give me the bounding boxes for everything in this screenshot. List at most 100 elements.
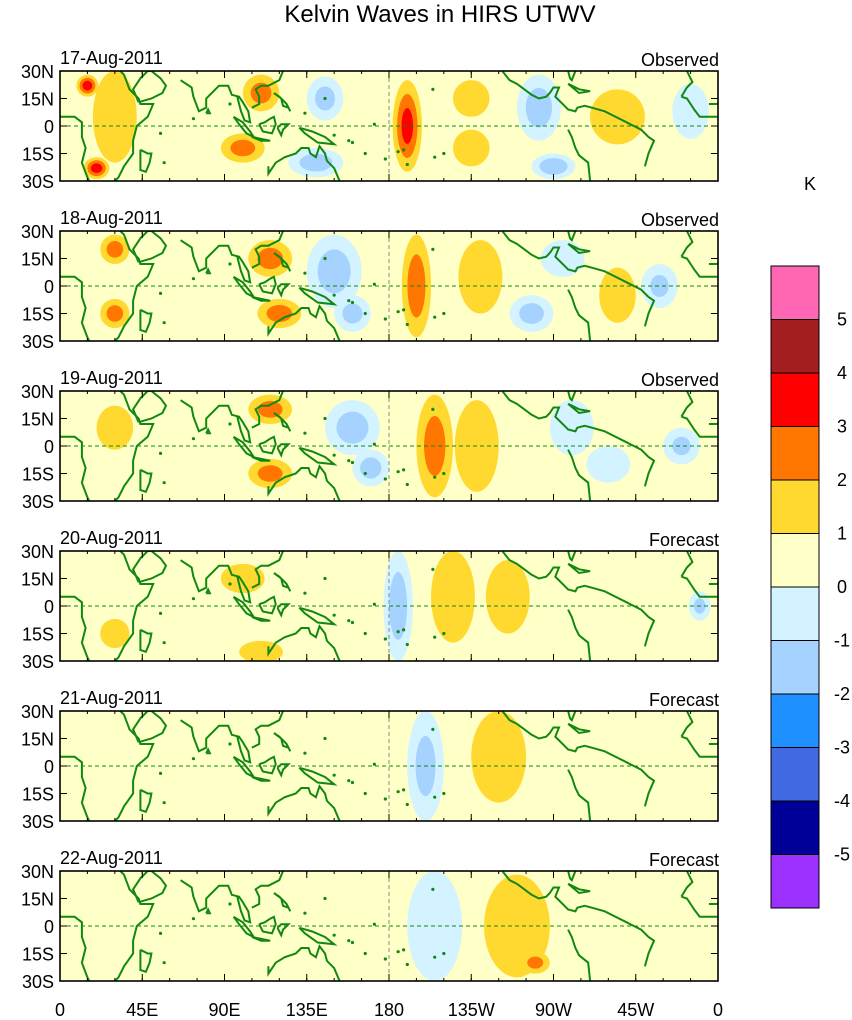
island [162, 801, 166, 805]
anomaly-contour [452, 80, 490, 117]
coastline [298, 606, 338, 626]
coastlines [60, 391, 718, 501]
coastlines [60, 871, 718, 981]
anomaly-contour [360, 457, 382, 479]
island [402, 788, 406, 792]
coastline [267, 304, 341, 341]
anomaly-contour [549, 400, 594, 456]
coastline [681, 575, 718, 598]
coastline [567, 551, 577, 563]
colorbar-swatch [770, 426, 820, 481]
island [431, 247, 435, 251]
island [350, 140, 355, 145]
lat-tick-label: 30N [21, 62, 54, 82]
coastline [681, 895, 718, 918]
coastline [298, 286, 338, 306]
colorbar-label: -3 [834, 738, 850, 758]
coastline [567, 242, 591, 255]
island [191, 597, 196, 601]
coastline [681, 735, 718, 758]
coastline [205, 747, 212, 755]
anomaly-contour [230, 139, 256, 157]
coastline [276, 923, 291, 938]
coastline [567, 722, 591, 735]
coastline [251, 71, 284, 109]
island [405, 802, 409, 807]
island [372, 762, 376, 766]
colorbar-swatch [770, 319, 820, 374]
lat-tick-label: 30N [21, 382, 54, 402]
colorbar-label: -1 [834, 631, 850, 651]
coastline [567, 129, 592, 181]
island [405, 962, 409, 967]
coastline [205, 267, 212, 275]
panel-date: 22-Aug-2011 [60, 848, 163, 868]
island [363, 791, 367, 796]
coastline [567, 82, 591, 95]
colorbar-label: 2 [837, 470, 847, 490]
island [372, 922, 376, 926]
anomaly-contour [106, 305, 124, 322]
island [396, 150, 400, 154]
coastline [501, 871, 656, 967]
panel-status: Observed [641, 50, 719, 70]
island [332, 613, 336, 617]
coastline [567, 711, 577, 723]
lon-tick-label: 90E [208, 1000, 240, 1020]
coastline [681, 415, 718, 438]
map-panel: 30N 15N 0 15S 30S 19-Aug-2011 Observed [21, 368, 719, 512]
island [363, 311, 367, 316]
map-panels: 30N 15N 0 15S 30S 17-Aug-2011 Observed 30N 15N 0 1… [21, 48, 719, 992]
coastline [131, 711, 168, 744]
lat-tick-label: 30N [21, 542, 54, 562]
colorbar-swatch [770, 800, 820, 855]
coastline [60, 711, 155, 821]
coastline [567, 231, 577, 243]
island [158, 131, 163, 135]
island [402, 148, 406, 152]
island [402, 308, 406, 312]
lat-tick-label: 15S [22, 145, 54, 165]
island [405, 482, 409, 487]
island [347, 459, 351, 463]
island [372, 602, 376, 606]
panel-date: 17-Aug-2011 [60, 48, 163, 68]
island [332, 133, 336, 137]
lat-tick-label: 30S [22, 492, 54, 512]
island [323, 896, 327, 901]
island [383, 797, 387, 801]
anomaly-contour [471, 711, 527, 803]
coastline [131, 871, 168, 904]
lat-tick-label: 0 [44, 597, 54, 617]
lat-tick-label: 15N [21, 250, 54, 270]
island [402, 468, 406, 472]
coastline [131, 391, 168, 424]
island [383, 317, 387, 321]
coastline [139, 308, 153, 334]
anomaly-contour [317, 249, 351, 294]
island [228, 262, 232, 266]
island [396, 630, 400, 634]
coastlines [60, 71, 718, 181]
coastlines [60, 711, 718, 821]
lat-tick-label: 0 [44, 917, 54, 937]
anomaly-contour [96, 405, 134, 450]
lon-tick-label: 45W [617, 1000, 654, 1020]
coastline [205, 587, 212, 595]
lat-tick-label: 30S [22, 172, 54, 192]
anomaly-contour [342, 303, 363, 324]
island [405, 162, 409, 167]
island [158, 451, 163, 455]
island [442, 471, 446, 476]
coastline [251, 136, 271, 142]
lat-tick-label: 30S [22, 652, 54, 672]
coastline [139, 628, 153, 654]
map-panel: 30N 15N 0 15S 30S 20-Aug-2011 Forecast [21, 528, 719, 672]
coastline [501, 231, 656, 327]
anomaly-contour [452, 129, 490, 167]
coastline [680, 231, 694, 258]
colorbar-label: 3 [837, 417, 847, 437]
island [303, 751, 307, 755]
island [191, 437, 196, 441]
